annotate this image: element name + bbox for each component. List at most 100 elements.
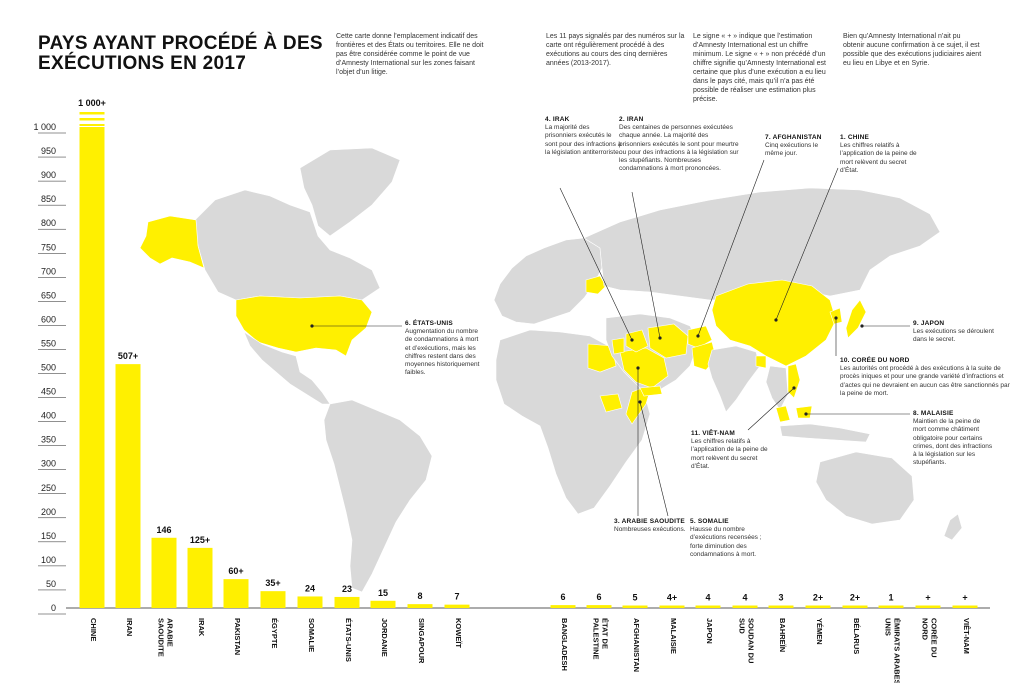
callout-afghanistan: 7. AFGHANISTAN Cinq exécutions le même j… <box>765 134 831 159</box>
category-label-group: ÉGYPTE <box>270 618 279 648</box>
title-line-2: EXÉCUTIONS EN 2017 <box>38 53 247 74</box>
callout-etatsunis: 6. ÉTATS-UNIS Augmentation du nombre de … <box>405 320 485 377</box>
map-jordan <box>611 337 625 355</box>
bar-vi-t-nam <box>952 605 978 608</box>
callout-coree: 10. CORÉE DU NORD Les autorités ont proc… <box>840 357 1010 398</box>
bar-break-segment <box>79 124 105 126</box>
callout-vietnam-title: 11. VIÊT-NAM <box>691 430 735 437</box>
map-yemen <box>639 385 663 397</box>
bar-kowe-t <box>444 604 470 608</box>
y-tick-label: 100 <box>41 555 56 565</box>
y-tick-label: 200 <box>41 507 56 517</box>
leader-dot-afghanistan <box>696 334 700 338</box>
x-category-label: CORÉE DU <box>930 618 939 658</box>
x-category-label: YÉMEN <box>815 618 824 645</box>
leader-iran <box>631 191 661 339</box>
bar-bangladesh <box>550 605 576 608</box>
y-tick-label: 300 <box>41 459 56 469</box>
bar-value-label: 1 <box>888 593 893 603</box>
bar-value-label: 2+ <box>813 593 823 603</box>
leader-dot-iran <box>658 336 662 340</box>
callout-iran-title: 2. IRAN <box>619 116 644 123</box>
category-label-group: VIÊT-NAM <box>962 618 971 654</box>
bar-value-label: 4+ <box>667 593 677 603</box>
callout-somalie: 5. SOMALIE Hausse du nombre d’exécutions… <box>690 518 772 559</box>
map-iran <box>647 323 689 359</box>
y-tick-label: 0 <box>51 603 56 613</box>
map-new-zealand <box>943 513 963 541</box>
map-canada <box>194 189 381 301</box>
callout-arabie: 3. ARABIE SAOUDITE Nombreuses exécutions… <box>614 518 686 534</box>
y-tick-label: 700 <box>41 266 56 276</box>
y-tick-label: 900 <box>41 170 56 180</box>
callout-arabie-title: 3. ARABIE SAOUDITE <box>614 518 685 525</box>
x-category-label: UNIS <box>884 618 893 636</box>
map-south-america <box>323 399 433 593</box>
x-category-label: PAKISTAN <box>233 618 242 655</box>
leader-dot-somalia <box>638 400 642 404</box>
bar--gypte <box>260 591 286 608</box>
bar-value-label: 8 <box>417 591 422 601</box>
x-category-label: ÉTAT DE <box>601 618 610 649</box>
map-iraq <box>625 329 649 353</box>
y-tick-label: 650 <box>41 290 56 300</box>
plus-sign-note: Le signe « + » indique que l’estimation … <box>693 33 826 103</box>
x-category-label: BANGLADESH <box>560 618 569 671</box>
leader-dot-malaysia <box>804 412 808 416</box>
x-category-label: AFGHANISTAN <box>632 618 641 672</box>
callout-afghanistan-title: 7. AFGHANISTAN <box>765 134 822 141</box>
callout-etatsunis-title: 6. ÉTATS-UNIS <box>405 320 453 327</box>
category-label-group: BANGLADESH <box>560 618 569 671</box>
leader-dot-saudi-arabia <box>636 366 640 370</box>
bar-value-label: 2+ <box>850 593 860 603</box>
x-category-label: IRAN <box>125 618 134 636</box>
bar-cor-e-du-nord <box>915 605 941 608</box>
y-tick-label: 600 <box>41 314 56 324</box>
callout-chine-text: Les chiffres relatifs à l’application de… <box>840 142 917 174</box>
bar-value-label: 35+ <box>265 578 280 588</box>
callout-chine-title: 1. CHINE <box>840 134 870 141</box>
bar-value-label: 4 <box>705 593 710 603</box>
leader-dot-north-korea <box>834 316 838 320</box>
bar--tats-unis <box>334 596 360 608</box>
map-greenland <box>299 147 401 237</box>
bar-break-segment <box>79 112 105 115</box>
bar-pakistan <box>223 579 249 608</box>
bar-value-label: 5 <box>632 593 637 603</box>
callout-japon-text: Les exécutions se déroulent dans le secr… <box>913 328 994 344</box>
x-category-label: JORDANIE <box>380 618 389 657</box>
bar-value-label: 125+ <box>190 535 210 545</box>
x-category-label: BÉLARUS <box>852 618 861 654</box>
leader-dot-usa <box>310 324 314 328</box>
bar-bahre-n <box>768 605 794 608</box>
x-category-label: SINGAPOUR <box>417 618 426 664</box>
x-category-label: VIÊT-NAM <box>962 618 971 654</box>
y-axis: 0501001502002503003504004505005506006507… <box>33 122 990 615</box>
x-category-label: JAPON <box>705 618 714 644</box>
callout-somalie-title: 5. SOMALIE <box>690 518 729 525</box>
bar-value-label: 146 <box>156 525 171 535</box>
y-tick-label: 800 <box>41 218 56 228</box>
title-line-1: PAYS AYANT PROCÉDÉ À DES <box>38 33 323 54</box>
callout-irak: 4. IRAK La majorité des prisonniers exéc… <box>545 116 623 157</box>
callout-malaisie-text: Maintien de la peine de mort comme châti… <box>913 418 993 467</box>
x-category-label: PALESTINE <box>592 618 601 660</box>
bar-b-larus <box>842 605 868 608</box>
callout-coree-title: 10. CORÉE DU NORD <box>840 357 910 364</box>
leader-dot-japan <box>860 324 864 328</box>
callout-vietnam-text: Les chiffres relatifs à l’application de… <box>691 438 768 470</box>
callout-arabie-text: Nombreuses exécutions. <box>614 526 686 534</box>
y-tick-label: 450 <box>41 387 56 397</box>
x-category-label: SOUDAN DU <box>747 618 756 663</box>
map-malaysia <box>775 405 813 423</box>
category-label-group: BÉLARUS <box>852 618 861 654</box>
callout-somalie-text: Hausse du nombre d’exécutions recensées … <box>690 526 762 558</box>
bar-value-label: 6 <box>560 592 565 602</box>
chart-title: PAYS AYANT PROCÉDÉ À DES EXÉCUTIONS EN 2… <box>38 34 338 74</box>
bar-value-label: 4 <box>742 593 747 603</box>
map-australia <box>815 451 915 525</box>
map-south-sudan <box>599 393 623 413</box>
